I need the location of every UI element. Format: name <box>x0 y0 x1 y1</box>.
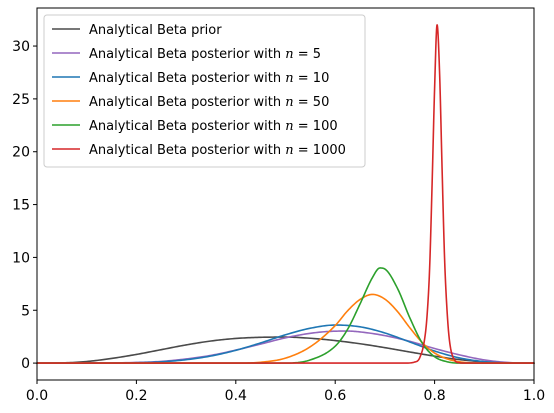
series-line-5 <box>36 24 535 364</box>
series-layer <box>36 24 535 364</box>
x-tick-label: 0.0 <box>26 388 48 404</box>
legend-label: Analytical Beta posterior with n = 50 <box>89 95 329 110</box>
series-line-3 <box>36 293 535 364</box>
legend-label: Analytical Beta prior <box>89 23 222 38</box>
y-tick-label: 10 <box>12 250 30 266</box>
legend-label: Analytical Beta posterior with n = 5 <box>89 47 321 62</box>
y-tick-label: 15 <box>12 198 30 214</box>
y-tick-label: 0 <box>21 356 30 372</box>
x-tick-label: 0.8 <box>423 388 445 404</box>
x-tick-label: 0.4 <box>225 388 247 404</box>
x-tick-label: 1.0 <box>523 388 545 404</box>
x-tick-label: 0.2 <box>125 388 147 404</box>
legend-label: Analytical Beta posterior with n = 10 <box>89 71 329 86</box>
x-tick-label: 0.6 <box>324 388 346 404</box>
y-tick-label: 25 <box>12 92 30 108</box>
legend-label: Analytical Beta posterior with n = 100 <box>89 119 338 134</box>
legend-box <box>43 14 366 168</box>
series-line-0 <box>36 336 535 364</box>
y-tick-label: 30 <box>12 39 30 55</box>
legend-label: Analytical Beta posterior with n = 1000 <box>89 143 346 158</box>
series-line-2 <box>36 324 535 364</box>
legend: Analytical Beta prior Analytical Beta pos… <box>43 14 366 168</box>
plot-frame <box>36 7 535 381</box>
y-tick-label: 20 <box>12 145 30 161</box>
axes-layer: 0.0 0.2 0.4 0.6 0.8 1.0 0 5 10 15 20 25 30 <box>12 7 545 404</box>
y-tick-label: 5 <box>21 303 30 319</box>
series-line-4 <box>36 267 535 364</box>
